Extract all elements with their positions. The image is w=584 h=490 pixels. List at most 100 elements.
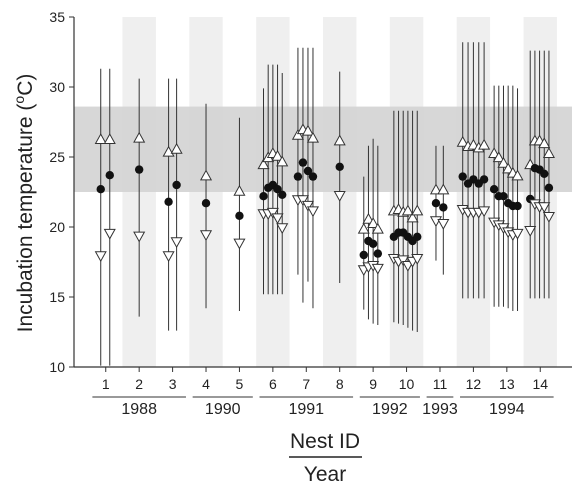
x-tick-label-nest-11: 11 — [433, 376, 448, 392]
x-tick-label-nest-12: 12 — [466, 376, 482, 392]
nest-1-point-1-max-marker — [94, 133, 107, 144]
nest-1-point-2-max-marker — [103, 133, 116, 144]
nest-11-point-2-max-marker — [437, 183, 450, 195]
nest-7-point-3-min-marker — [301, 200, 315, 212]
nest-1-point-1-min-marker — [94, 251, 107, 263]
nest-11-point-2-mean-marker — [439, 203, 448, 212]
nest-2-point-1-min-marker — [133, 231, 146, 243]
x-axis-title-bottom: Year — [304, 463, 346, 486]
nest-12-point-5-max-marker — [478, 138, 491, 150]
x-tick-label-nest-4: 4 — [202, 376, 210, 392]
x-tick-label-nest-2: 2 — [135, 376, 143, 392]
nest-5-point-1-min-marker — [233, 238, 246, 250]
x-tick-label-nest-3: 3 — [169, 376, 177, 392]
nest-6-point-5-max-marker — [276, 155, 289, 167]
nest-14-point-5-min-marker — [542, 212, 555, 223]
nest-10-point-6-min-marker — [411, 254, 424, 265]
x-tick-label-nest-1: 1 — [102, 376, 110, 392]
year-label-1992: 1992 — [372, 401, 408, 418]
nest-14-point-4-min-marker — [538, 202, 551, 214]
x-tick-label-nest-13: 13 — [499, 376, 515, 392]
y-tick-label-30: 30 — [49, 79, 65, 95]
year-label-1994: 1994 — [489, 401, 525, 418]
year-label-1993: 1993 — [422, 401, 458, 418]
nest-2-point-1-max-marker — [133, 131, 146, 143]
nest-7-point-3-mean-marker — [303, 166, 313, 176]
nest-10-point-5-max-marker — [406, 211, 419, 223]
x-tick-label-nest-10: 10 — [399, 376, 415, 392]
nest-6-point-3-min-marker — [266, 207, 279, 219]
nest-11-point-2-min-marker — [437, 219, 450, 230]
year-label-1990: 1990 — [205, 401, 241, 418]
nest-2-point-1-mean-marker — [134, 165, 144, 174]
temperature-band — [74, 106, 572, 192]
y-axis-title-tail: C) — [14, 74, 37, 96]
nest-14-point-4-mean-marker — [540, 169, 549, 178]
y-tick-label-20: 20 — [49, 219, 65, 235]
nest-6-point-4-mean-marker — [273, 185, 282, 194]
nest-13-point-1-mean-marker — [489, 185, 499, 194]
nest-7-point-1-mean-marker — [293, 172, 303, 181]
nest-9-point-3-mean-marker — [368, 239, 378, 248]
nest-6-point-1-mean-marker — [259, 192, 268, 201]
nest-3-point-2-max-marker — [170, 142, 183, 154]
nest-5-point-1-max-marker — [233, 184, 246, 196]
nest-7-point-1-max-marker — [291, 128, 304, 140]
y-axis-title-superscript: o — [11, 96, 27, 104]
x-tick-label-nest-14: 14 — [532, 376, 548, 392]
nest-11-point-1-mean-marker — [431, 199, 441, 208]
nest-6-point-1-max-marker — [257, 158, 270, 170]
year-label-1988: 1988 — [121, 401, 157, 418]
nest-9-point-1-max-marker — [357, 222, 370, 234]
x-tick-label-nest-7: 7 — [302, 376, 310, 392]
nest-13-point-6-max-marker — [511, 169, 524, 181]
nest-9-point-4-mean-marker — [373, 249, 383, 258]
y-tick-label-10: 10 — [49, 359, 65, 375]
nest-4-point-1-min-marker — [199, 230, 213, 242]
x-tick-label-nest-9: 9 — [369, 376, 377, 392]
nest-7-point-4-min-marker — [306, 206, 320, 218]
nest-3-point-2-min-marker — [170, 237, 183, 249]
nest-11-point-1-max-marker — [429, 183, 443, 195]
y-axis-title-main: Incubation temperature ( — [14, 104, 37, 333]
reference-band — [74, 106, 572, 192]
nest-7-point-4-mean-marker — [308, 172, 318, 181]
nest-4-point-1-mean-marker — [201, 199, 211, 208]
nest-14-point-1-min-marker — [524, 226, 537, 237]
nest-10-point-6-mean-marker — [413, 232, 422, 241]
x-tick-label-nest-6: 6 — [269, 376, 277, 392]
y-tick-label-35: 35 — [49, 9, 65, 25]
year-label-1991: 1991 — [288, 401, 324, 418]
nest-8-point-1-max-marker — [333, 134, 346, 146]
nest-8-point-1-min-marker — [333, 191, 346, 202]
nest-13-point-3-max-marker — [497, 156, 510, 168]
nest-9-point-3-max-marker — [367, 217, 380, 228]
nest-12-point-5-mean-marker — [479, 175, 489, 184]
nest-3-point-2-mean-marker — [172, 180, 181, 190]
nest-1-point-2-min-marker — [103, 228, 116, 240]
nest-3-point-1-min-marker — [162, 251, 175, 263]
nest-4-point-1-max-marker — [199, 169, 213, 181]
x-tick-label-nest-5: 5 — [236, 376, 244, 392]
nest-13-point-6-mean-marker — [513, 201, 522, 211]
nest-9-point-4-max-marker — [371, 222, 384, 234]
nest-5-point-1-mean-marker — [235, 211, 244, 220]
nest-14-point-4-max-marker — [538, 137, 551, 149]
nest-6-point-4-max-marker — [271, 149, 284, 161]
nest-12-point-1-mean-marker — [458, 172, 467, 181]
nest-12-point-1-max-marker — [456, 135, 469, 147]
nest-6-point-5-mean-marker — [278, 190, 287, 199]
nest-10-point-4-max-marker — [401, 204, 414, 216]
nest-7-point-2-min-marker — [296, 195, 309, 207]
nest-13-point-6-min-marker — [511, 228, 524, 240]
y-tick-label-25: 25 — [49, 149, 65, 165]
nest-7-point-2-mean-marker — [298, 158, 308, 167]
nest-8-point-1-mean-marker — [335, 162, 344, 171]
y-tick-label-15: 15 — [49, 289, 65, 305]
nest-14-point-5-mean-marker — [544, 183, 554, 192]
nest-10-point-6-max-marker — [411, 204, 424, 216]
nest-6-point-4-min-marker — [271, 213, 284, 225]
nest-13-point-3-mean-marker — [499, 192, 508, 201]
